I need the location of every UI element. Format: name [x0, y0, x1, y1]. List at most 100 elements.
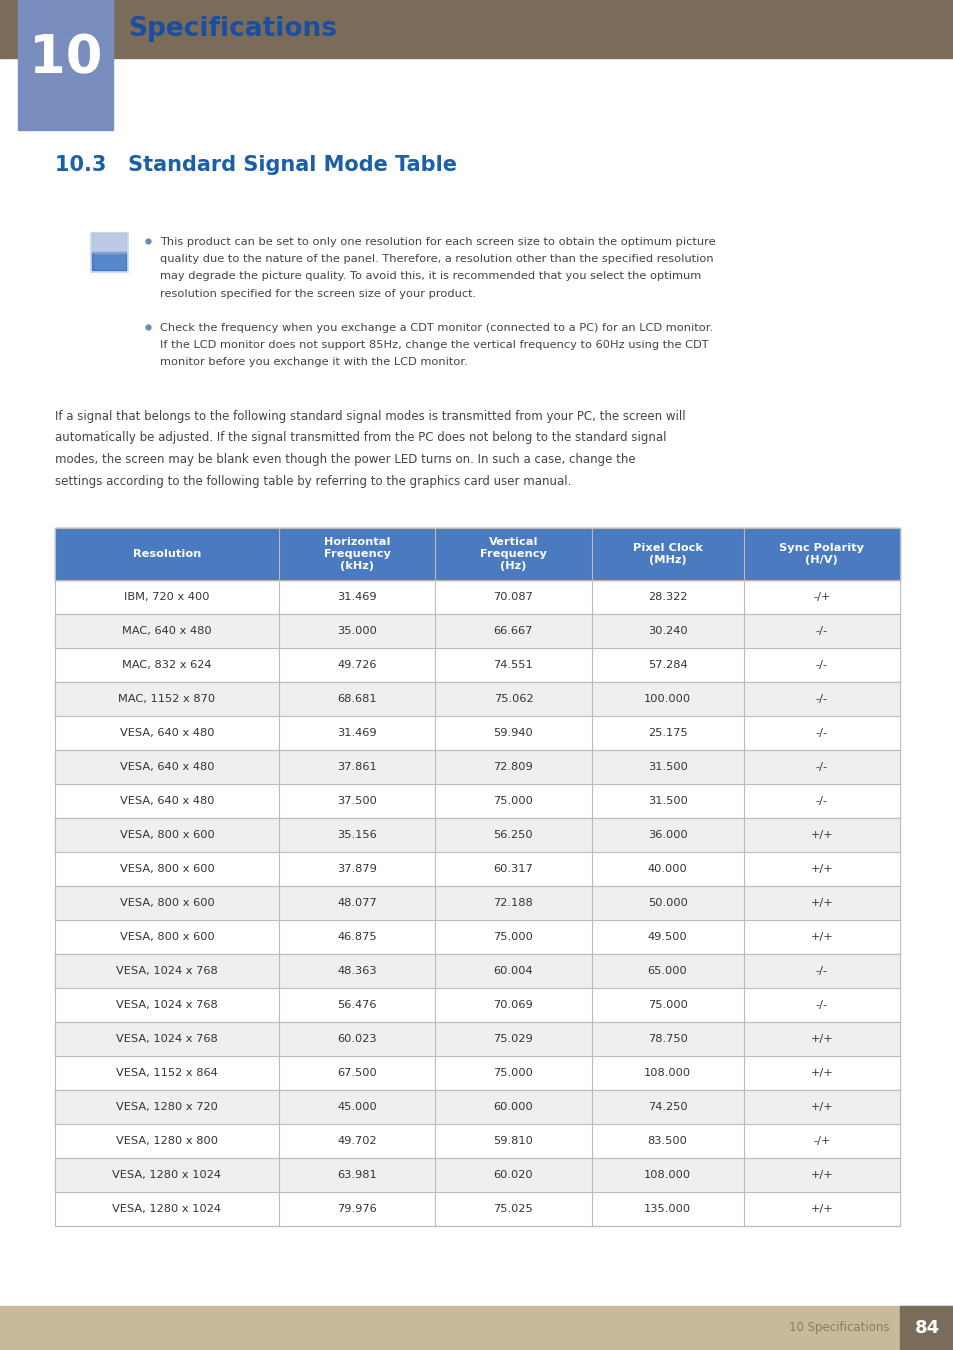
Text: -/-: -/- — [815, 967, 827, 976]
Text: VESA, 640 x 480: VESA, 640 x 480 — [119, 796, 214, 806]
Text: 57.284: 57.284 — [647, 660, 687, 670]
Bar — [55, 648, 899, 682]
Text: 56.250: 56.250 — [493, 830, 533, 840]
Bar — [55, 528, 899, 1226]
Text: 50.000: 50.000 — [647, 898, 687, 909]
Text: +/+: +/+ — [810, 1170, 832, 1180]
Text: 74.551: 74.551 — [493, 660, 533, 670]
Bar — [55, 818, 899, 852]
Text: 49.702: 49.702 — [337, 1135, 376, 1146]
Text: 67.500: 67.500 — [336, 1068, 376, 1079]
Text: 30.240: 30.240 — [647, 626, 687, 636]
Text: 31.500: 31.500 — [647, 796, 687, 806]
Bar — [55, 1125, 899, 1158]
Text: -/-: -/- — [815, 626, 827, 636]
Text: -/-: -/- — [815, 694, 827, 703]
Text: 63.981: 63.981 — [336, 1170, 376, 1180]
Text: VESA, 1280 x 1024: VESA, 1280 x 1024 — [112, 1204, 221, 1214]
Text: VESA, 1280 x 800: VESA, 1280 x 800 — [116, 1135, 217, 1146]
Bar — [55, 852, 899, 886]
Text: +/+: +/+ — [810, 1102, 832, 1112]
Text: VESA, 800 x 600: VESA, 800 x 600 — [119, 898, 214, 909]
Text: 135.000: 135.000 — [643, 1204, 691, 1214]
Text: Specifications: Specifications — [128, 16, 336, 42]
Text: 56.476: 56.476 — [337, 1000, 376, 1010]
Text: 31.469: 31.469 — [337, 728, 376, 738]
Text: Vertical
Frequency
(Hz): Vertical Frequency (Hz) — [479, 536, 546, 571]
Bar — [0, 1305, 953, 1350]
Bar — [0, 0, 953, 58]
Text: 40.000: 40.000 — [647, 864, 687, 873]
Text: VESA, 800 x 600: VESA, 800 x 600 — [119, 931, 214, 942]
Text: 70.069: 70.069 — [493, 1000, 533, 1010]
Text: 35.156: 35.156 — [336, 830, 376, 840]
Text: 48.363: 48.363 — [337, 967, 376, 976]
Text: IBM, 720 x 400: IBM, 720 x 400 — [124, 593, 210, 602]
Text: +/+: +/+ — [810, 931, 832, 942]
Text: 10.3   Standard Signal Mode Table: 10.3 Standard Signal Mode Table — [55, 155, 456, 176]
Text: 75.025: 75.025 — [493, 1204, 533, 1214]
Text: -/-: -/- — [815, 796, 827, 806]
Text: VESA, 1152 x 864: VESA, 1152 x 864 — [116, 1068, 217, 1079]
Bar — [55, 988, 899, 1022]
Text: 59.810: 59.810 — [493, 1135, 533, 1146]
Text: VESA, 640 x 480: VESA, 640 x 480 — [119, 761, 214, 772]
Bar — [55, 580, 899, 614]
Text: MAC, 832 x 624: MAC, 832 x 624 — [122, 660, 212, 670]
Text: VESA, 1280 x 720: VESA, 1280 x 720 — [116, 1102, 217, 1112]
Text: VESA, 1024 x 768: VESA, 1024 x 768 — [116, 1000, 217, 1010]
Text: 75.000: 75.000 — [493, 931, 533, 942]
Text: 35.000: 35.000 — [336, 626, 376, 636]
Text: 46.875: 46.875 — [337, 931, 376, 942]
Bar — [55, 1089, 899, 1125]
Bar — [55, 528, 899, 580]
Text: 75.000: 75.000 — [493, 1068, 533, 1079]
Text: 72.188: 72.188 — [493, 898, 533, 909]
Text: Sync Polarity
(H/V): Sync Polarity (H/V) — [779, 543, 863, 566]
Text: 60.004: 60.004 — [493, 967, 533, 976]
Text: +/+: +/+ — [810, 830, 832, 840]
Text: +/+: +/+ — [810, 1068, 832, 1079]
Text: 75.062: 75.062 — [493, 694, 533, 703]
Text: -/-: -/- — [815, 660, 827, 670]
Text: 10 Specifications: 10 Specifications — [789, 1322, 889, 1335]
Text: 48.077: 48.077 — [336, 898, 376, 909]
Bar — [55, 886, 899, 919]
Text: This product can be set to only one resolution for each screen size to obtain th: This product can be set to only one reso… — [160, 238, 715, 298]
Text: -/-: -/- — [815, 761, 827, 772]
Bar — [55, 1192, 899, 1226]
Text: 36.000: 36.000 — [647, 830, 687, 840]
Text: +/+: +/+ — [810, 864, 832, 873]
Text: 84: 84 — [914, 1319, 939, 1336]
Text: 25.175: 25.175 — [647, 728, 687, 738]
Bar — [55, 1056, 899, 1089]
Text: 75.000: 75.000 — [493, 796, 533, 806]
Text: VESA, 800 x 600: VESA, 800 x 600 — [119, 864, 214, 873]
Bar — [55, 919, 899, 954]
Text: 49.726: 49.726 — [337, 660, 376, 670]
Bar — [18, 0, 112, 130]
Text: 72.809: 72.809 — [493, 761, 533, 772]
Bar — [55, 1022, 899, 1056]
Bar — [55, 682, 899, 716]
Text: 37.861: 37.861 — [336, 761, 376, 772]
Text: MAC, 1152 x 870: MAC, 1152 x 870 — [118, 694, 215, 703]
Text: 75.029: 75.029 — [493, 1034, 533, 1044]
Text: 65.000: 65.000 — [647, 967, 687, 976]
Text: Resolution: Resolution — [132, 549, 201, 559]
Text: 28.322: 28.322 — [647, 593, 687, 602]
Text: 108.000: 108.000 — [643, 1068, 691, 1079]
Bar — [55, 716, 899, 751]
Text: VESA, 800 x 600: VESA, 800 x 600 — [119, 830, 214, 840]
Text: 10: 10 — [29, 32, 102, 85]
Text: 100.000: 100.000 — [643, 694, 691, 703]
Text: VESA, 1280 x 1024: VESA, 1280 x 1024 — [112, 1170, 221, 1180]
Text: +/+: +/+ — [810, 1204, 832, 1214]
Text: +/+: +/+ — [810, 1034, 832, 1044]
Text: Check the frequency when you exchange a CDT monitor (connected to a PC) for an L: Check the frequency when you exchange a … — [160, 323, 713, 367]
Text: 37.879: 37.879 — [336, 864, 376, 873]
Text: 59.940: 59.940 — [493, 728, 533, 738]
Text: -/-: -/- — [815, 728, 827, 738]
Text: 31.469: 31.469 — [337, 593, 376, 602]
Text: 78.750: 78.750 — [647, 1034, 687, 1044]
